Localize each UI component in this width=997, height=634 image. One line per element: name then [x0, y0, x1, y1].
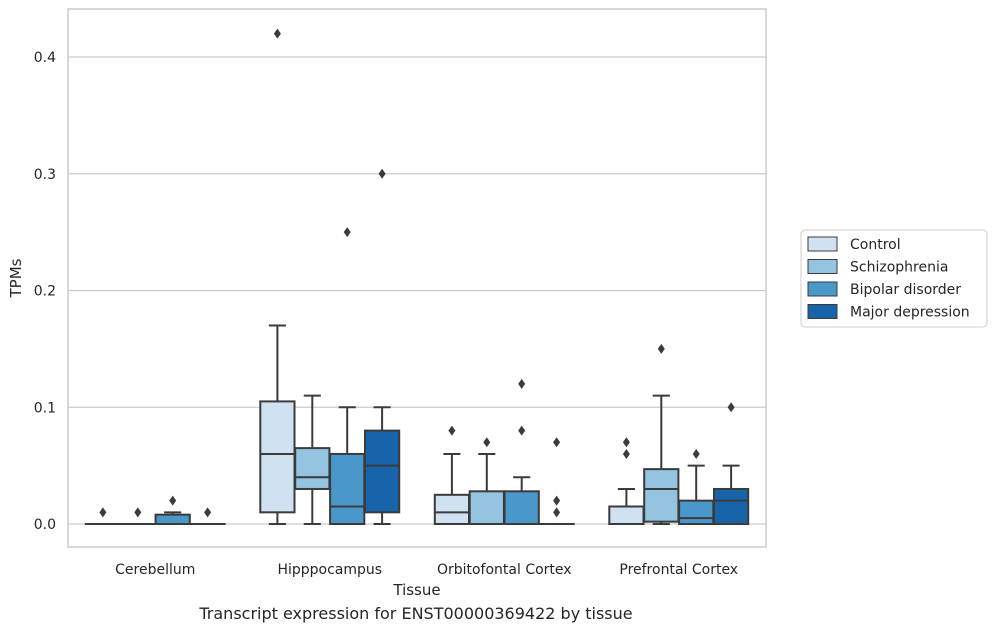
outlier-point [204, 507, 212, 518]
legend-label: Major depression [850, 305, 970, 321]
legend-frame [800, 229, 988, 328]
iqr-box [294, 447, 331, 490]
y-tick-label: 0.4 [34, 50, 56, 66]
box-0-2 [433, 425, 471, 525]
y-tick-labels: 0.0 0.1 0.2 0.3 0.4 [34, 50, 56, 533]
x-tick-label: Orbitofontal Cortex [437, 562, 572, 578]
box-1-3 [643, 343, 680, 525]
outlier-point [518, 425, 526, 436]
box-0-0 [84, 507, 122, 526]
iqr-box [503, 490, 540, 525]
outlier-point [169, 495, 177, 506]
outlier-point [378, 168, 386, 179]
iqr-box [363, 429, 401, 514]
iqr-box [259, 400, 296, 514]
y-tick-label: 0.1 [34, 400, 56, 416]
legend-swatch [807, 259, 838, 274]
outlier-point [622, 437, 630, 448]
outlier-point [553, 437, 561, 448]
outlier-point [343, 227, 351, 238]
outlier-point [448, 425, 456, 436]
x-tick-label: Cerebellum [115, 562, 195, 578]
box-2-1 [329, 227, 366, 526]
box-1-2 [468, 437, 505, 525]
iqr-box [154, 513, 191, 525]
figure-caption: Transcript expression for ENST0000036942… [199, 604, 633, 623]
x-tick-label: Prefrontal Cortex [619, 562, 738, 578]
iqr-box [608, 505, 645, 525]
box-3-2 [538, 437, 575, 526]
y-axis-label: TPMs [7, 258, 25, 298]
box-1-1 [294, 394, 331, 525]
box-group [84, 28, 750, 526]
legend-label: Schizophrenia [850, 260, 948, 276]
legend-swatch [807, 236, 838, 252]
iqr-box [329, 452, 366, 526]
outlier-point [134, 507, 142, 518]
box-2-0 [154, 495, 191, 525]
outlier-point [553, 495, 561, 506]
outlier-point [483, 437, 491, 448]
outlier-point [622, 448, 630, 459]
iqr-box [468, 490, 505, 525]
legend-label: Control [850, 237, 901, 253]
box-2-3 [678, 448, 715, 525]
y-tick-label: 0.0 [34, 517, 56, 533]
outlier-point [727, 402, 735, 413]
x-tick-labels: Cerebellum Hipppocampus Orbitofontal Corte… [115, 562, 738, 578]
y-tick-label: 0.3 [34, 167, 56, 183]
legend: Control Schizophrenia Bipolar disorder Majo… [800, 229, 988, 328]
iqr-box [678, 499, 715, 525]
y-tick-label: 0.2 [34, 284, 56, 300]
outlier-point [518, 378, 526, 389]
outlier-point [553, 507, 561, 518]
box-3-3 [712, 402, 750, 526]
plot-area-frame [67, 8, 767, 548]
box-0-3 [608, 437, 645, 525]
box-3-1 [363, 168, 401, 525]
iqr-box [433, 493, 471, 525]
outlier-point [273, 28, 281, 39]
legend-swatch [807, 281, 838, 297]
box-3-0 [189, 507, 226, 526]
iqr-box [643, 468, 680, 523]
outlier-point [692, 448, 700, 459]
box-0-1 [259, 28, 296, 525]
x-axis-label: Tissue [392, 581, 440, 599]
legend-label: Bipolar disorder [850, 282, 961, 298]
iqr-box [712, 487, 750, 526]
gridlines [68, 56, 766, 525]
legend-swatch [807, 304, 838, 319]
box-1-0 [119, 507, 156, 526]
box-2-2 [503, 378, 540, 525]
outlier-point [657, 343, 665, 354]
outlier-point [99, 507, 107, 518]
x-tick-label: Hipppocampus [277, 562, 382, 578]
